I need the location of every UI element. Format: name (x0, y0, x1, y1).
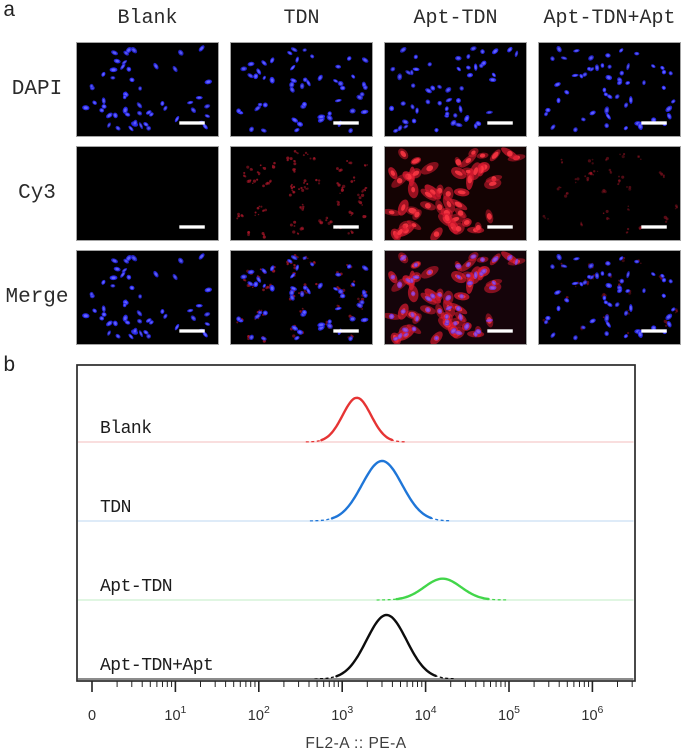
column-header-blank: Blank (117, 7, 178, 30)
histogram-tail (309, 516, 335, 522)
histogram-curve (335, 613, 437, 678)
scale-bar (179, 225, 205, 229)
x-tick-label: 106 (581, 704, 603, 724)
micro-image-dapi-tdn (230, 42, 373, 137)
scale-bar (333, 329, 359, 333)
scale-bar (179, 121, 205, 125)
row-label-cy3: Cy3 (18, 182, 56, 205)
scale-bar (641, 329, 667, 333)
x-axis-title: FL2-A :: PE-A (305, 735, 406, 752)
micro-image-merge-apt-tdn (384, 250, 527, 345)
micro-image-cy3-blank (76, 146, 219, 241)
scale-bar (641, 121, 667, 125)
x-tick-label: 0 (88, 708, 96, 724)
x-tick-label: 101 (164, 704, 186, 724)
histogram-tail (376, 598, 398, 601)
histogram-curve (395, 577, 490, 601)
micro-image-dapi-apt-tdn-apt (538, 42, 681, 137)
row-label-merge: Merge (5, 286, 69, 309)
scale-bar (641, 225, 667, 229)
column-header-apt-tdn-apt: Apt-TDN+Apt (543, 7, 676, 30)
column-header-tdn: TDN (283, 7, 320, 30)
scale-bar (487, 225, 513, 229)
histogram-tail (305, 439, 323, 443)
series-label: Apt-TDN+Apt (100, 656, 213, 676)
micro-image-merge-blank (76, 250, 219, 345)
panel-a-label: a (3, 0, 16, 23)
scale-bar (333, 225, 359, 229)
scale-bar (487, 329, 513, 333)
histogram-curve (330, 459, 433, 520)
x-tick-label: 105 (498, 704, 520, 724)
plot-frame (76, 364, 636, 682)
micro-image-dapi-apt-tdn (384, 42, 527, 137)
column-header-apt-tdn: Apt-TDN (413, 7, 498, 30)
micro-image-merge-tdn (230, 250, 373, 345)
micro-image-cy3-apt-tdn-apt (538, 146, 681, 241)
series-label: Apt-TDN (100, 577, 172, 597)
scale-bar (487, 121, 513, 125)
micro-image-dapi-blank (76, 42, 219, 137)
series-label: TDN (100, 498, 131, 518)
scale-bar (179, 329, 205, 333)
x-tick-label: 104 (415, 704, 437, 724)
micro-image-cy3-tdn (230, 146, 373, 241)
micro-image-cy3-apt-tdn (384, 146, 527, 241)
row-label-dapi: DAPI (11, 78, 63, 101)
histogram-curve (320, 396, 394, 442)
x-tick-label: 103 (331, 704, 353, 724)
scale-bar (333, 121, 359, 125)
histogram-tail (429, 516, 451, 522)
micro-image-merge-apt-tdn-apt (538, 250, 681, 345)
panel-b-label: b (3, 355, 16, 378)
x-tick-label: 102 (248, 704, 270, 724)
histogram-tail (434, 674, 456, 680)
histogram-tail (314, 674, 339, 680)
histogram-tail (390, 438, 406, 443)
series-label: Blank (100, 419, 152, 439)
